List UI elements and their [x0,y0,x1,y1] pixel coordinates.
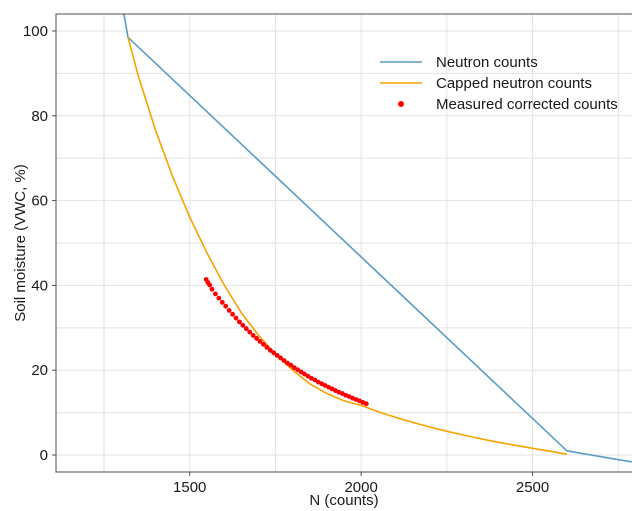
measured-corrected-counts-point [271,350,277,356]
measured-corrected-counts-point [226,308,232,313]
y-tick-label: 80 [31,108,48,125]
capped-neutron-counts-line [127,37,568,455]
legend-label: Measured corrected counts [436,96,618,113]
measured-corrected-counts-point [261,341,266,347]
y-tick-label: 100 [23,23,48,40]
measured-corrected-counts-point [291,365,297,371]
measured-corrected-counts-point [207,282,213,288]
measured-corrected-counts-point [254,336,259,341]
measured-corrected-counts-point [250,333,256,338]
legend-label: Capped neutron counts [436,75,592,92]
measured-corrected-counts-point [219,299,225,305]
legend: Neutron counts Capped neutron counts Measu… [380,54,618,113]
plot-area [123,14,632,463]
measured-corrected-counts-point [305,373,311,379]
tick-labels: 1500 2000 2500 0 20 40 60 80 100 [23,23,549,496]
y-tick-label: 0 [40,447,48,464]
y-tick-label: 20 [31,362,48,379]
y-tick-label: 60 [31,193,48,210]
legend-label: Neutron counts [436,54,538,71]
axes [52,13,632,476]
measured-corrected-counts-point [298,369,304,375]
measured-corrected-counts-point [223,303,229,309]
measured-corrected-counts-point [295,367,301,373]
x-tick-label: 1500 [173,479,206,496]
measured-corrected-counts-point [247,329,253,335]
axis-frame [55,13,632,473]
measured-corrected-counts-legend-key [398,101,404,107]
measured-corrected-counts-point [264,344,270,350]
measured-corrected-counts-point [312,377,318,383]
measured-corrected-counts-point [209,286,215,292]
measured-corrected-counts-point [257,338,263,344]
measured-corrected-counts-point [267,347,273,353]
measured-corrected-counts-point [230,311,235,317]
measured-corrected-counts-point [237,319,242,325]
x-tick-label: 2000 [344,479,377,496]
measured-corrected-counts-point [243,326,249,332]
measured-corrected-counts-point [302,371,307,377]
measured-corrected-counts-point [278,355,283,361]
x-axis-title: N (counts) [309,492,378,509]
measured-corrected-counts-point [240,322,246,328]
measured-corrected-counts-point [213,291,218,297]
measured-corrected-counts-point [285,360,290,366]
measured-corrected-counts-point [363,401,369,407]
measured-corrected-counts-point [274,352,280,358]
y-tick-label: 40 [31,277,48,294]
measured-corrected-counts-point [216,295,222,301]
measured-corrected-counts-point [233,315,239,321]
x-tick-label: 2500 [516,479,549,496]
y-axis-title: Soil moisture (VWC, %) [12,164,29,322]
grid [56,14,632,472]
measured-corrected-counts-point [288,362,294,368]
measured-corrected-counts-point [281,358,287,363]
